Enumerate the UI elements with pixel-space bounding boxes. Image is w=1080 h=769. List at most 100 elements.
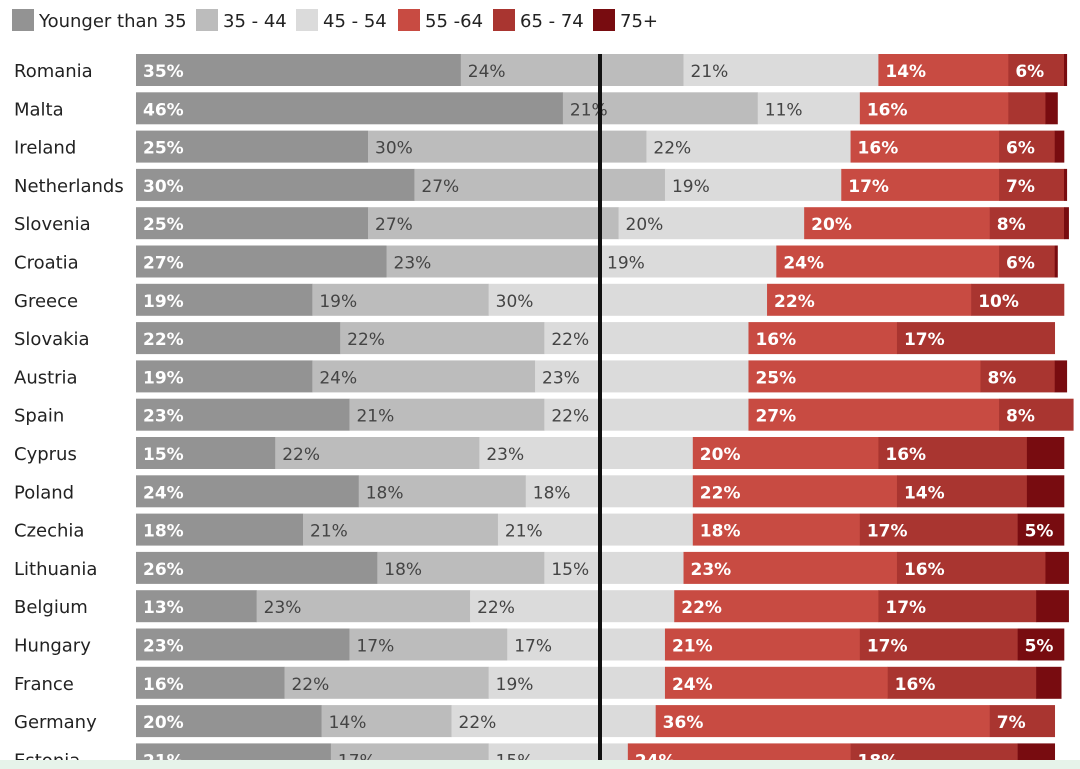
data-label: 25%: [143, 215, 184, 235]
data-label: 21%: [356, 407, 394, 427]
category-label: Austria: [14, 367, 78, 388]
bar-row: Poland 24% 18% 18% 22% 14%: [14, 475, 1065, 508]
bar-segment: [136, 245, 387, 278]
bar-segment: [664, 666, 888, 699]
data-label: 27%: [375, 215, 413, 235]
legend-swatch: [296, 9, 318, 31]
bar-segment: [896, 475, 1028, 508]
bar-segment: [497, 513, 694, 546]
bar-segment: [136, 360, 313, 393]
data-label: 27%: [421, 177, 459, 197]
data-label: 18%: [700, 522, 741, 542]
bar-segment: [136, 207, 369, 240]
data-label: 27%: [755, 407, 796, 427]
data-label: 14%: [885, 62, 926, 82]
bar-row: Slovenia 25% 27% 20% 20% 8%: [14, 207, 1069, 240]
data-label: 19%: [319, 292, 357, 312]
category-label: Germany: [14, 712, 97, 733]
bar-segment: [1045, 92, 1058, 125]
category-label: Slovakia: [14, 329, 90, 350]
bar-segment: [1054, 245, 1058, 278]
data-label: 18%: [366, 483, 404, 503]
bar-segment: [275, 437, 480, 469]
bar-segment: [312, 283, 489, 316]
bar-segment: [544, 398, 749, 431]
legend-swatch: [12, 9, 34, 31]
data-label: 7%: [997, 713, 1026, 733]
legend-item: 65 - 74: [493, 9, 584, 32]
bar-segment: [1054, 360, 1068, 393]
bar-segment: [999, 168, 1065, 201]
bar-row: France 16% 22% 19% 24% 16%: [14, 666, 1062, 699]
data-label: 20%: [143, 713, 184, 733]
bar-segment: [414, 168, 666, 201]
legend-item: 75+: [593, 9, 658, 32]
bar-segment: [748, 360, 981, 393]
data-label: 22%: [681, 598, 722, 618]
data-label: 16%: [143, 675, 184, 695]
bar-segment: [1045, 551, 1069, 584]
bar-row: Croatia 27% 23% 19% 24% 6%: [14, 245, 1058, 278]
data-label: 16%: [755, 330, 796, 350]
data-label: 22%: [477, 598, 515, 618]
data-label: 15%: [143, 445, 184, 465]
data-label: 7%: [1006, 177, 1035, 197]
data-label: 22%: [459, 713, 497, 733]
bar-row: Belgium 13% 23% 22% 22% 17%: [14, 590, 1069, 623]
legend-item: 55 -64: [398, 9, 483, 32]
bar-segment: [136, 322, 341, 355]
bar-segment: [1026, 437, 1065, 469]
data-label: 21%: [672, 637, 713, 657]
legend-item: 35 - 44: [196, 9, 287, 32]
legend-label: 65 - 74: [520, 11, 584, 32]
data-label: 22%: [700, 483, 741, 503]
data-label: 18%: [533, 483, 571, 503]
bar-row: Austria 19% 24% 23% 25% 8%: [14, 360, 1068, 393]
category-label: Poland: [14, 482, 74, 503]
legend-swatch: [196, 9, 218, 31]
bar-segment: [451, 705, 656, 738]
bar-row: Hungary 23% 17% 17% 21% 17% 5%: [14, 628, 1065, 661]
data-label: 25%: [143, 139, 184, 159]
data-label: 22%: [143, 330, 184, 350]
bar-row: Lithuania 26% 18% 15% 23% 16%: [14, 551, 1069, 584]
bar-segment: [999, 398, 1074, 431]
data-label: 24%: [672, 675, 713, 695]
bar-segment: [757, 92, 861, 125]
bar-segment: [349, 398, 545, 431]
bar-segment: [859, 628, 1018, 661]
bar-segment: [1036, 666, 1062, 699]
category-label: Netherlands: [14, 176, 124, 197]
category-label: Belgium: [14, 597, 88, 618]
bar-segment: [683, 551, 898, 584]
data-label: 20%: [700, 445, 741, 465]
data-label: 22%: [347, 330, 385, 350]
bar-segment: [303, 513, 499, 546]
bar-segment: [544, 551, 684, 584]
data-label: 17%: [885, 598, 926, 618]
bar-segment: [748, 322, 898, 355]
data-label: 22%: [551, 330, 589, 350]
bar-segment: [525, 475, 694, 508]
bar-segment: [256, 590, 471, 623]
bar-row: Netherlands 30% 27% 19% 17% 7%: [14, 168, 1068, 201]
bar-segment: [470, 590, 675, 623]
legend-label: 35 - 44: [223, 11, 287, 32]
data-label: 23%: [691, 560, 732, 580]
bar-segment: [655, 705, 991, 738]
bar-segment: [896, 322, 1056, 355]
data-label: 17%: [848, 177, 889, 197]
data-label: 15%: [551, 560, 589, 580]
bar-segment: [544, 322, 749, 355]
legend-label: Younger than 35: [38, 11, 187, 32]
data-label: 35%: [143, 62, 184, 82]
data-label: 21%: [310, 522, 348, 542]
bar-segment: [664, 168, 842, 201]
bar-segment: [340, 322, 545, 355]
bar-segment: [1036, 590, 1069, 623]
bar-segment: [460, 54, 684, 86]
category-label: Lithuania: [14, 559, 97, 580]
data-label: 23%: [143, 407, 184, 427]
data-label: 17%: [356, 637, 394, 657]
bar-segment: [562, 92, 759, 125]
